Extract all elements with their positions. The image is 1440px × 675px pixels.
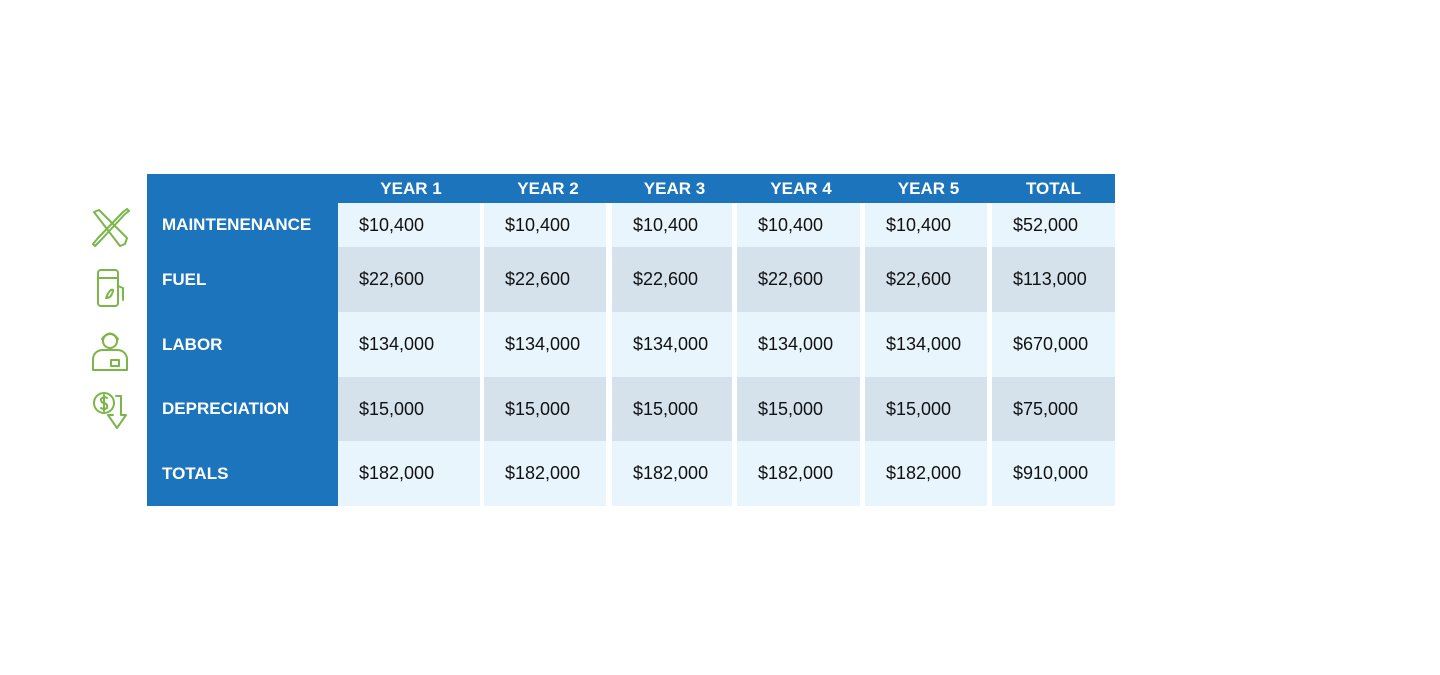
row-label: LABOR [162,334,223,354]
depreciation-icon [93,392,127,429]
cell: $15,000 [865,377,987,441]
cell: $113,000 [992,247,1115,312]
row-label: FUEL [162,269,207,289]
cell: $182,000 [484,441,606,506]
cell: $134,000 [865,312,987,377]
cell: $10,400 [865,203,987,247]
cell: $182,000 [338,441,480,506]
cell: $22,600 [338,247,480,312]
cell: $15,000 [612,377,732,441]
cell: $10,400 [484,203,606,247]
row-label: DEPRECIATION [162,399,290,418]
label-column [147,174,338,506]
icons [92,208,130,429]
column-header: YEAR 1 [338,174,484,203]
fuel-icon [97,269,124,307]
cell: $134,000 [737,312,860,377]
cell: $15,000 [338,377,480,441]
cell: $22,600 [484,247,606,312]
cell: $10,400 [338,203,480,247]
row-label: TOTALS [162,463,229,483]
cell: $75,000 [992,377,1115,441]
column-header: YEAR 2 [484,174,612,203]
cell: $182,000 [612,441,732,506]
cell: $22,600 [737,247,860,312]
column-header: TOTAL [992,174,1115,203]
cell: $52,000 [992,203,1115,247]
cell: $15,000 [737,377,860,441]
cell: $10,400 [737,203,860,247]
cell: $670,000 [992,312,1115,377]
cell: $134,000 [612,312,732,377]
cell: $10,400 [612,203,732,247]
wrench-icon [92,208,130,247]
cell: $910,000 [992,441,1115,506]
column-header: YEAR 3 [612,174,737,203]
cell: $182,000 [865,441,987,506]
cell: $22,600 [865,247,987,312]
worker-icon [92,332,128,371]
cell: $134,000 [484,312,606,377]
cell: $134,000 [338,312,480,377]
column-header: YEAR 5 [865,174,992,203]
cell: $15,000 [484,377,606,441]
cell: $22,600 [612,247,732,312]
column-header: YEAR 4 [737,174,865,203]
row-label: MAINTENENANCE [162,215,312,234]
cell: $182,000 [737,441,860,506]
